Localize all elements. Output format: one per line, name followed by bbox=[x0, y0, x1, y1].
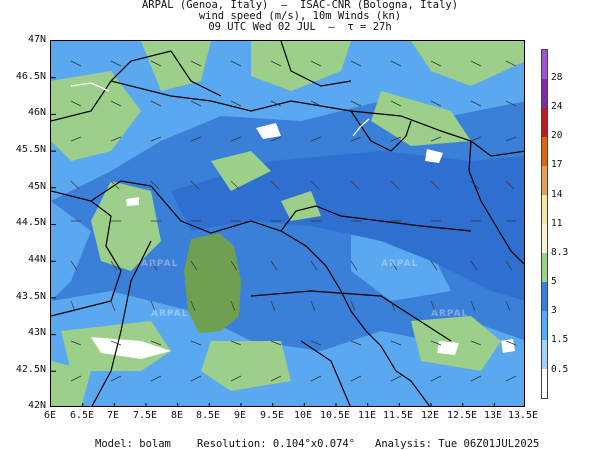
lon-label: 13.5E bbox=[507, 410, 539, 421]
lat-label: 44N bbox=[27, 254, 46, 265]
colorbar-label: 14 bbox=[551, 189, 563, 200]
colorbar-label: 17 bbox=[551, 159, 563, 170]
watermark: ARPAL bbox=[151, 309, 189, 319]
watermark: ARPAL bbox=[141, 259, 179, 269]
lon-label: 11E bbox=[357, 410, 377, 421]
colorbar-label: 24 bbox=[551, 101, 563, 112]
lon-label: 10.5E bbox=[319, 410, 351, 421]
lon-label: 12E bbox=[420, 410, 440, 421]
lon-label: 9.5E bbox=[259, 410, 285, 421]
lon-label: 6E bbox=[43, 410, 57, 421]
lat-label: 42.5N bbox=[15, 364, 46, 375]
wind-speed-field bbox=[51, 41, 524, 406]
colorbar-segment bbox=[542, 108, 547, 137]
colorbar-label: 1.5 bbox=[551, 334, 569, 345]
lat-label: 47N bbox=[27, 34, 46, 45]
colorbar-segment bbox=[542, 195, 547, 224]
colorbar-segment bbox=[542, 253, 547, 282]
lat-label: 45N bbox=[27, 181, 46, 192]
colorbar-label: 11 bbox=[551, 218, 563, 229]
colorbar-segment bbox=[542, 340, 547, 369]
resolution-info: Resolution: 0.104°x0.074° bbox=[197, 438, 356, 450]
colorbar-label: 5 bbox=[551, 276, 557, 287]
lat-label: 45.5N bbox=[15, 144, 46, 155]
colorbar-segment bbox=[542, 311, 547, 340]
colorbar-label: 8.3 bbox=[551, 247, 569, 258]
colorbar-label: 0.5 bbox=[551, 364, 569, 375]
colorbar-segment bbox=[542, 282, 547, 311]
lon-label: 8E bbox=[170, 410, 184, 421]
colorbar-label: 3 bbox=[551, 305, 557, 316]
lon-label: 11.5E bbox=[382, 410, 414, 421]
colorbar-segment bbox=[542, 137, 547, 166]
watermark: ARPAL bbox=[381, 259, 419, 269]
lat-label: 46N bbox=[27, 107, 46, 118]
lon-label: 9E bbox=[233, 410, 247, 421]
lon-label: 6.5E bbox=[69, 410, 95, 421]
lon-label: 8.5E bbox=[195, 410, 221, 421]
colorbar-segment bbox=[542, 166, 547, 195]
lat-label: 43N bbox=[27, 327, 46, 338]
colorbar-segment bbox=[542, 224, 547, 253]
lat-label: 44.5N bbox=[15, 217, 46, 228]
colorbar-segment bbox=[542, 50, 547, 79]
analysis-info: Analysis: Tue 06Z01JUL2025 bbox=[375, 438, 540, 450]
header-line-time: 09 UTC Wed 02 JUL — τ = 27h bbox=[208, 21, 392, 33]
lat-label: 43.5N bbox=[15, 291, 46, 302]
colorbar-segment bbox=[542, 369, 547, 398]
lat-label: 42N bbox=[27, 400, 46, 411]
lon-label: 13E bbox=[483, 410, 503, 421]
watermark: ARPAL bbox=[431, 309, 469, 319]
colorbar-label: 20 bbox=[551, 130, 563, 141]
lat-label: 46.5N bbox=[15, 71, 46, 82]
lon-label: 7E bbox=[106, 410, 120, 421]
colorbar bbox=[541, 49, 548, 399]
colorbar-label: 28 bbox=[551, 72, 563, 83]
wind-map: ARPAL ARPAL ARPAL ARPAL bbox=[50, 40, 525, 407]
lon-label: 10E bbox=[293, 410, 313, 421]
model-info: Model: bolam bbox=[95, 438, 171, 450]
lon-label: 12.5E bbox=[446, 410, 478, 421]
header-line-variable: wind speed (m/s), 10m Winds (kn) bbox=[198, 10, 402, 22]
colorbar-segment bbox=[542, 79, 547, 108]
lon-label: 7.5E bbox=[132, 410, 158, 421]
header-line-agencies: ARPAL (Genoa, Italy) — ISAC-CNR (Bologna… bbox=[141, 0, 459, 11]
map-header: ARPAL (Genoa, Italy) — ISAC-CNR (Bologna… bbox=[0, 0, 600, 33]
